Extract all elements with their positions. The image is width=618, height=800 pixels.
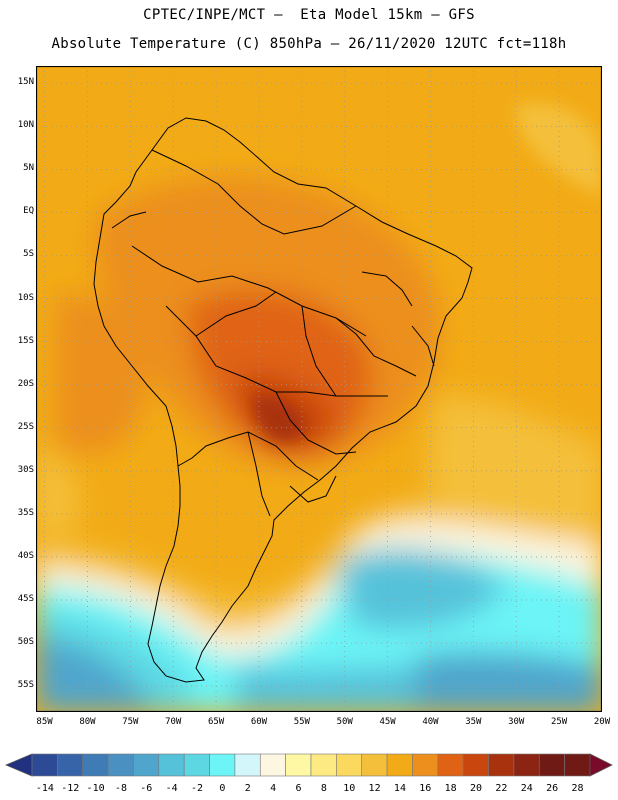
lon-label: 75W [122,717,139,727]
colorbar-box [386,753,413,777]
lat-label: 45S [17,594,34,605]
colorbar-tick-label: 2 [244,783,251,794]
colorbar-tick-label: 14 [393,783,406,794]
colorbar-tick-label: -10 [86,783,105,794]
colorbar-box [412,753,439,777]
lat-label: 15N [17,77,34,88]
lat-label: 15S [17,335,34,346]
title-line-1: CPTEC/INPE/MCT – Eta Model 15km – GFS [143,7,475,23]
colorbar-tick-label: 24 [520,783,533,794]
lon-label: 45W [379,717,396,727]
colorbar-min-triangle [4,753,33,777]
lat-label: 25S [17,421,34,432]
colorbar-box [158,753,185,777]
lon-label: 35W [465,717,482,727]
map-frame [36,66,602,712]
colorbar-box [513,753,540,777]
coastlines [93,117,473,683]
title-line-2: Absolute Temperature (C) 850hPa – 26/11/… [51,36,567,52]
colorbar-tick-label: 28 [571,783,584,794]
colorbar-box [538,753,565,777]
lon-label: 40W [422,717,439,727]
colorbar-tick-label: 12 [368,783,381,794]
lon-label: 80W [79,717,96,727]
lat-label: 30S [17,464,34,475]
colorbar-box [488,753,515,777]
colorbar-box [31,753,58,777]
lat-label: 35S [17,507,34,518]
lat-label: 5S [23,249,34,260]
colorbar-tick-label: 18 [444,783,457,794]
colorbar-tick-label: 0 [219,783,226,794]
lat-label: 55S [17,680,34,691]
colorbar-box [107,753,134,777]
lat-label: EQ [23,206,34,217]
colorbar-tick-label: 10 [343,783,356,794]
colorbar-tick-label: -14 [35,783,54,794]
colorbar-box [361,753,388,777]
colorbar-tick-label: -6 [140,783,153,794]
lat-label: 10N [17,120,34,131]
colorbar-tick-label: -8 [114,783,127,794]
colorbar-box [209,753,236,777]
lon-label: 85W [36,717,53,727]
lon-label: 60W [250,717,268,727]
lat-label: 10S [17,292,34,303]
colorbar-tick-label: -4 [165,783,178,794]
colorbar-box [259,753,286,777]
colorbar-box [462,753,489,777]
lat-label: 5N [23,163,34,174]
lon-label: 55W [293,717,310,727]
lon-label: 50W [336,717,353,727]
colorbar-box [336,753,363,777]
colorbar-tick-label: 4 [270,783,277,794]
colorbar-tick-label: 8 [320,783,327,794]
colorbar-tick-label: 6 [295,783,302,794]
lat-label: 40S [17,550,34,561]
colorbar-box [234,753,261,777]
temperature-field [36,66,602,712]
colorbar-tick-label: 20 [470,783,483,794]
colorbar-box [57,753,84,777]
colorbar [4,753,613,777]
lon-label: 20W [593,717,611,727]
colorbar-box [310,753,337,777]
lat-label: 20S [17,378,34,389]
colorbar-box [133,753,160,777]
colorbar-tick-label: 26 [546,783,559,794]
colorbar-box [82,753,109,777]
lat-label: 50S [17,637,34,648]
lon-label: 30W [508,717,525,727]
temperature-map [36,66,602,712]
colorbar-box [183,753,210,777]
colorbar-box [437,753,464,777]
lon-label: 65W [207,717,225,727]
colorbar-box [285,753,312,777]
lon-label: 70W [165,717,182,727]
lon-label: 25W [550,717,568,727]
colorbar-tick-label: 16 [419,783,432,794]
colorbar-box [564,753,591,777]
colorbar-max-triangle [589,753,613,777]
colorbar-tick-label: -2 [191,783,204,794]
colorbar-tick-label: 22 [495,783,508,794]
colorbar-tick-label: -12 [61,783,80,794]
